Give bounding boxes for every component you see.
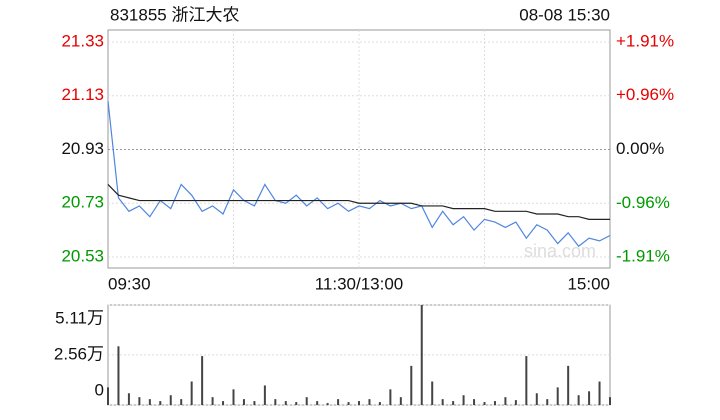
y-tick-label: 20.53 [61, 246, 104, 265]
volume-bar [452, 401, 455, 405]
volume-bar [609, 397, 611, 405]
y2-tick-label: 0.00% [616, 139, 664, 158]
volume-bar [263, 385, 266, 405]
volume-bar [201, 356, 204, 405]
x-tick-label: 15:00 [567, 274, 610, 293]
volume-bar [525, 356, 528, 405]
volume-bar [546, 399, 549, 405]
volume-bar [483, 402, 486, 405]
volume-bar [222, 401, 225, 405]
y2-tick-label: +0.96% [616, 85, 674, 104]
volume-bar [441, 399, 444, 405]
x-tick-label: 11:30/13:00 [315, 274, 404, 293]
volume-bar [504, 397, 507, 405]
volume-bar [305, 397, 308, 405]
volume-bar [138, 397, 141, 405]
volume-bar [190, 381, 193, 405]
volume-bar [493, 401, 496, 405]
volume-tick-label: 5.11万 [55, 308, 104, 327]
volume-bar [399, 397, 402, 405]
volume-bar [556, 387, 559, 405]
volume-bar [274, 399, 277, 405]
volume-bar [567, 365, 570, 405]
y-tick-label: 20.73 [61, 193, 104, 212]
volume-bar [284, 401, 287, 405]
volume-bar [253, 401, 256, 405]
volume-bar [242, 399, 245, 405]
price-frame [107, 29, 611, 269]
volume-bar [420, 305, 423, 405]
volume-bar [337, 399, 340, 405]
volume-bar [211, 397, 214, 405]
volume-bar [462, 395, 465, 405]
watermark: sina.com [524, 241, 596, 261]
series-line [107, 184, 610, 220]
volume-bar [514, 400, 517, 405]
volume-bar [180, 399, 183, 405]
volume-bar [169, 395, 172, 405]
y-tick-label: 21.33 [61, 31, 104, 50]
volume-bar [326, 403, 329, 405]
volume-bar [389, 389, 392, 405]
volume-bar [431, 381, 434, 405]
volume-bar [127, 393, 130, 405]
volume-bar [410, 365, 413, 405]
volume-frame [107, 304, 611, 406]
x-tick-label: 09:30 [108, 274, 151, 293]
volume-bar [598, 381, 601, 405]
y2-tick-label: -0.96% [616, 193, 670, 212]
volume-bar [358, 401, 360, 405]
y-tick-label: 20.93 [61, 139, 104, 158]
volume-bar [473, 399, 476, 405]
volume-bar [378, 402, 381, 405]
volume-bar [588, 391, 591, 405]
chart-title: 831855 浙江大农 [110, 5, 239, 24]
y2-tick-label: -1.91% [616, 246, 670, 265]
volume-bar [117, 346, 120, 405]
volume-bar [577, 395, 580, 405]
y2-tick-label: +1.91% [616, 31, 674, 50]
volume-tick-label: 0 [95, 380, 104, 399]
volume-bar [159, 401, 162, 405]
volume-bar [107, 387, 109, 405]
volume-bar [347, 402, 350, 405]
volume-tick-label: 2.56万 [54, 344, 104, 363]
volume-bar [148, 399, 151, 405]
volume-bar [316, 401, 319, 405]
y-tick-label: 21.13 [61, 85, 104, 104]
volume-bar [232, 389, 235, 405]
series-line [107, 101, 611, 248]
timestamp: 08-08 15:30 [519, 5, 610, 24]
volume-bar [295, 402, 298, 405]
volume-bar [368, 399, 371, 405]
volume-bar [535, 393, 538, 405]
